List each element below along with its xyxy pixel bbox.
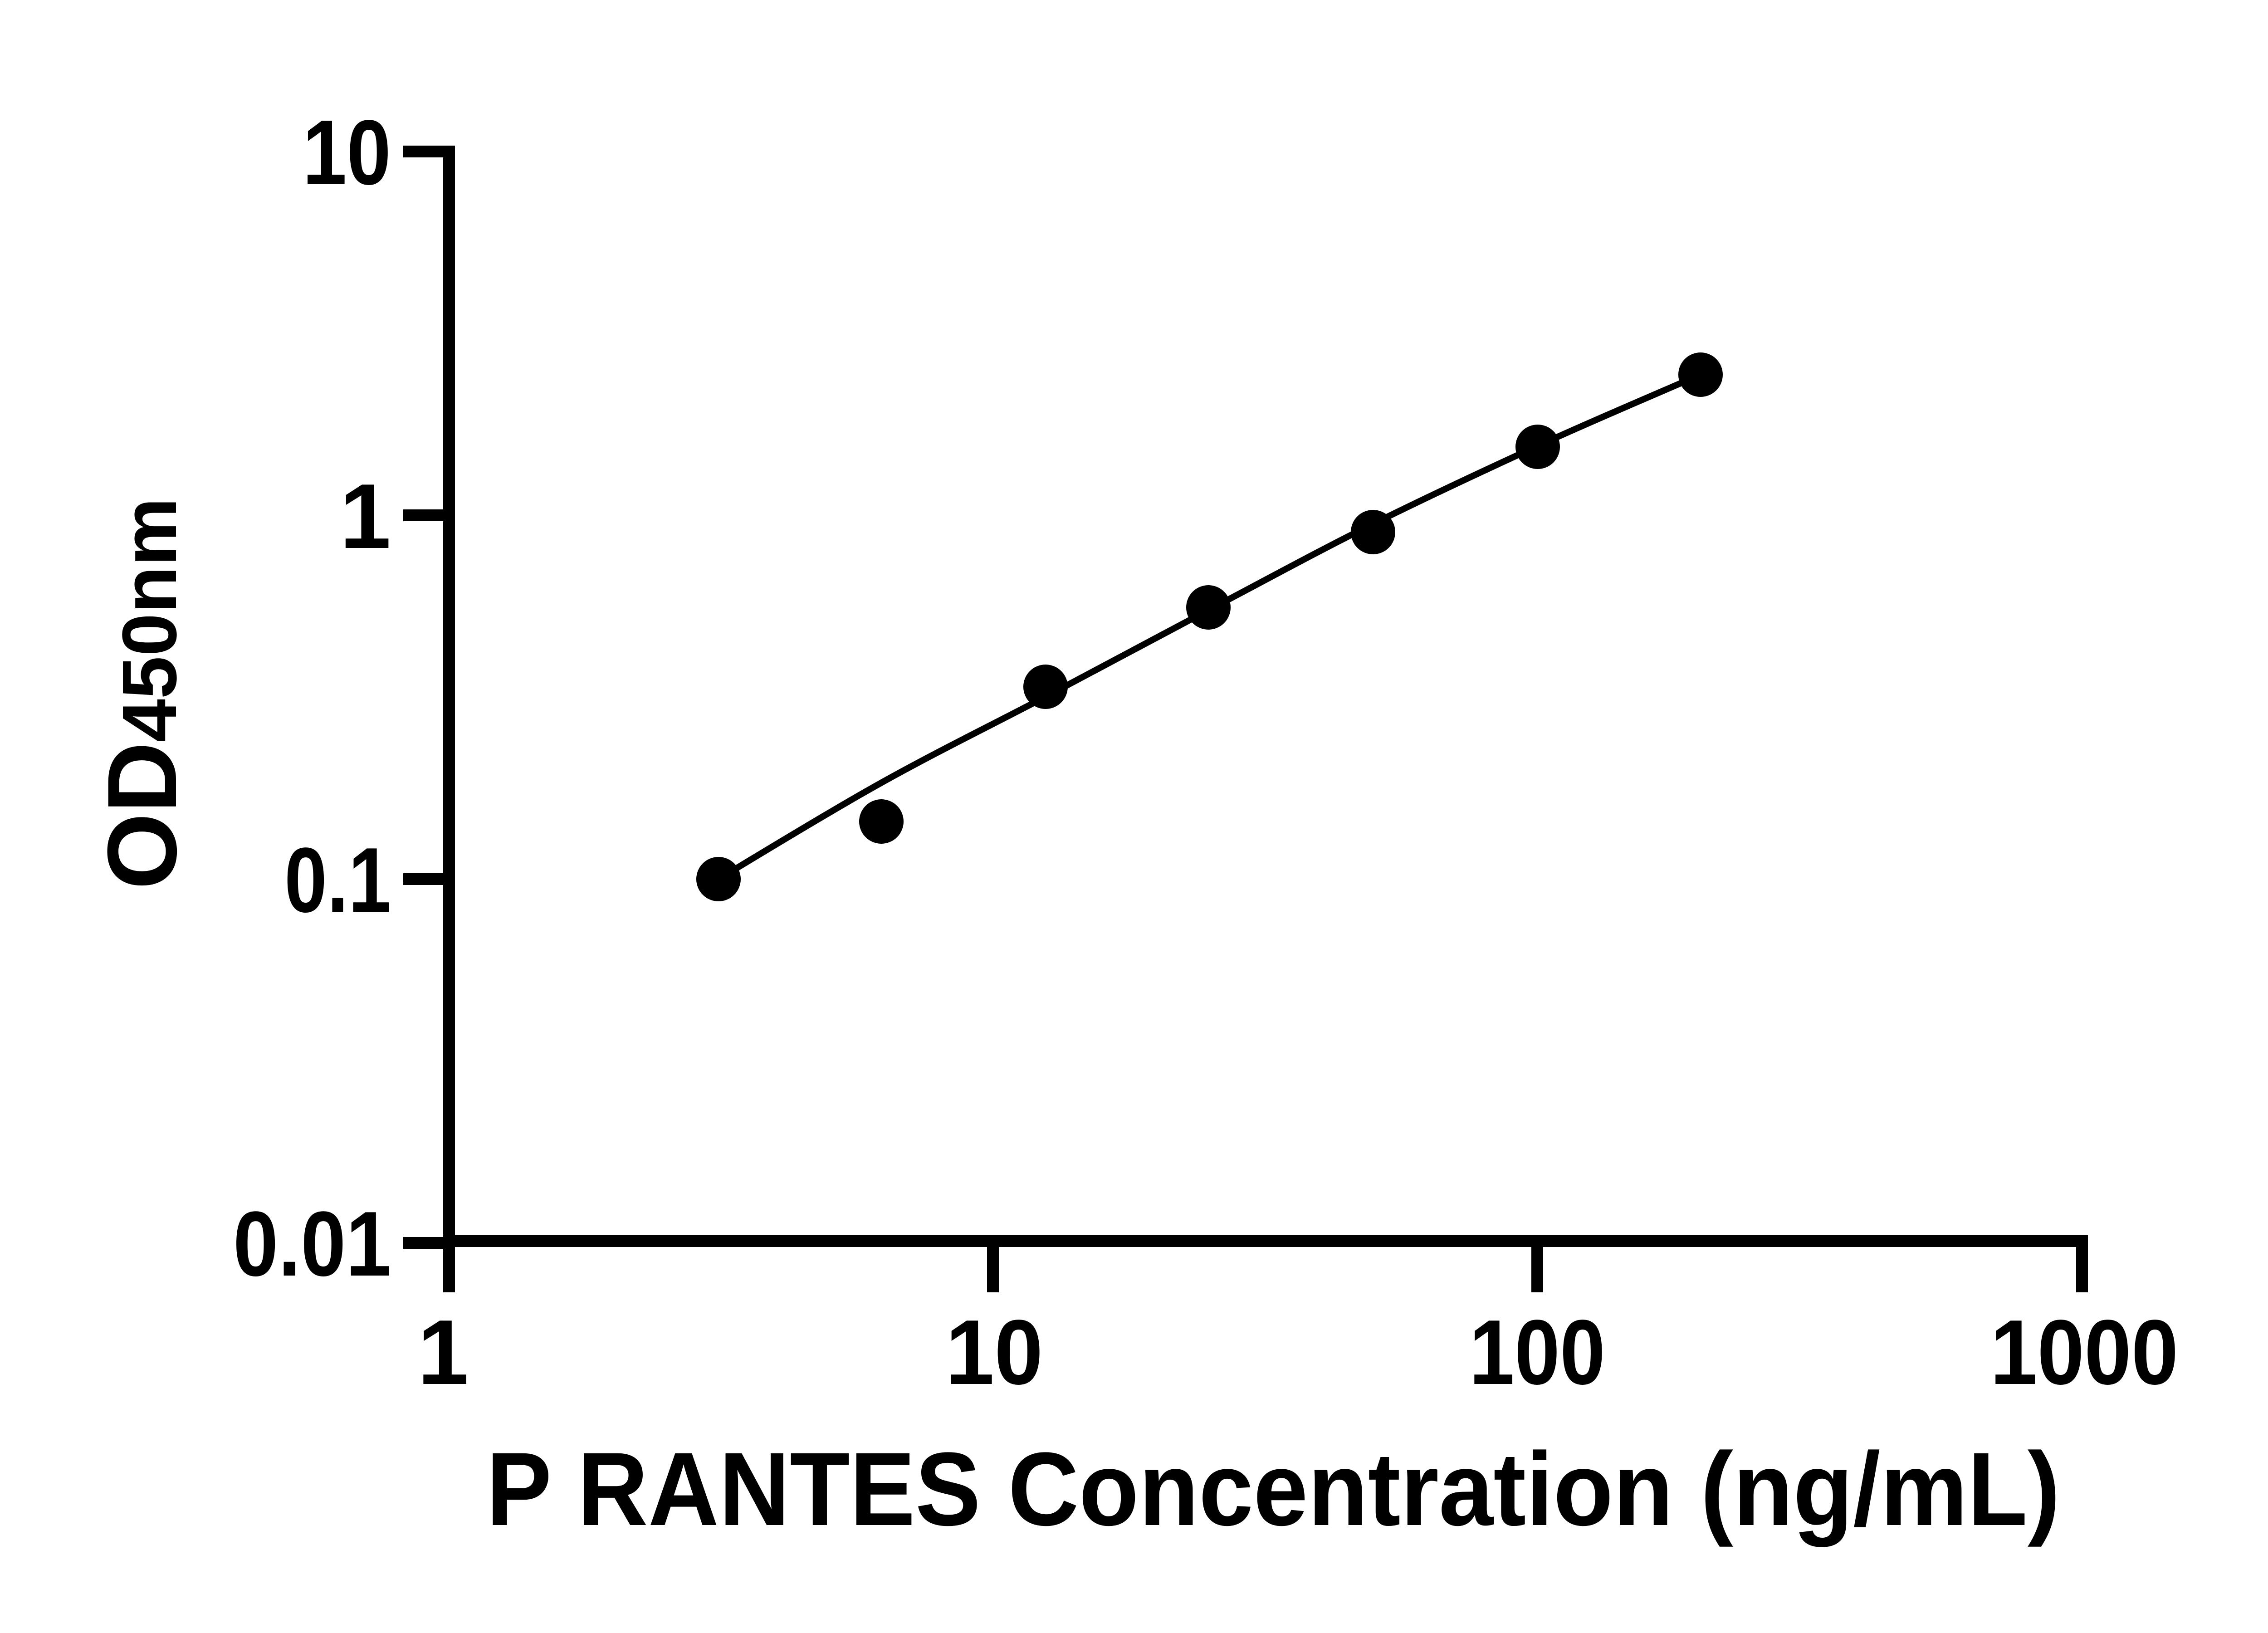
svg-text:P RANTES Concentration (ng/mL): P RANTES Concentration (ng/mL) [486, 1431, 2060, 1547]
svg-text:1: 1 [340, 465, 391, 568]
svg-text:OD450nm: OD450nm [87, 498, 197, 890]
svg-text:0.1: 0.1 [284, 829, 391, 932]
svg-text:10: 10 [946, 1301, 1043, 1404]
svg-text:0.01: 0.01 [233, 1193, 391, 1296]
svg-text:1: 1 [418, 1301, 469, 1404]
svg-text:100: 100 [1469, 1301, 1605, 1404]
svg-text:1000: 1000 [1990, 1301, 2179, 1404]
svg-text:10: 10 [303, 101, 391, 204]
